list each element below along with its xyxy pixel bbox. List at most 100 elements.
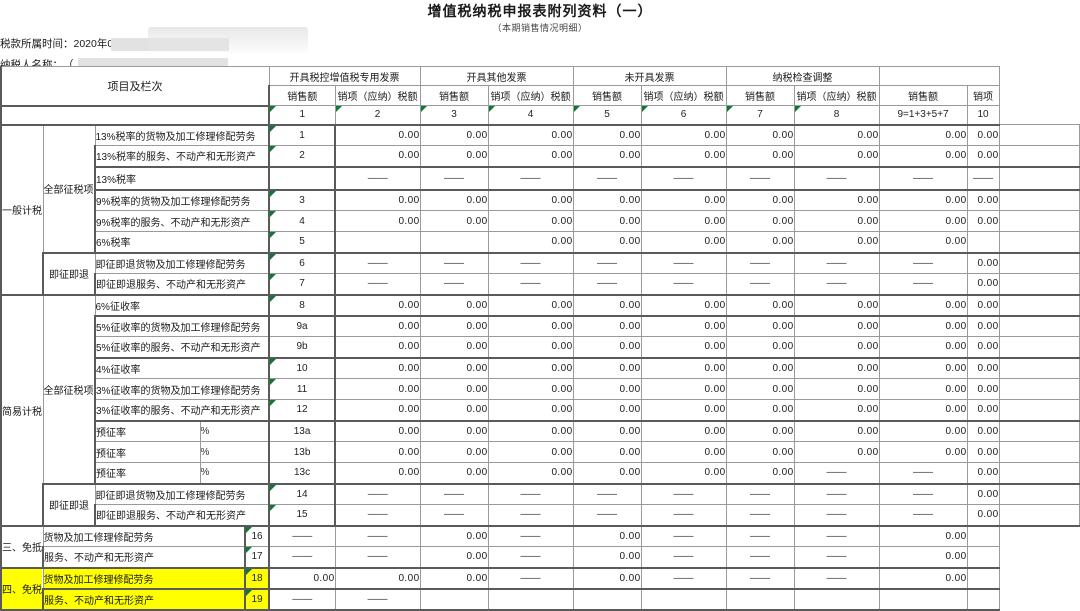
cell-r10-c7[interactable]: 0.00 <box>793 357 880 379</box>
cell-r19-c3[interactable] <box>419 588 489 611</box>
cell-r3-c5[interactable]: 0.00 <box>640 189 727 211</box>
cell-r11-c3[interactable]: 0.00 <box>487 378 574 400</box>
cell-r5-c4[interactable]: 0.00 <box>572 231 642 254</box>
cell-r2-c9[interactable]: —— <box>966 166 1000 191</box>
cell-r16-c10[interactable] <box>966 525 1000 547</box>
cell-r11-c1[interactable]: 0.00 <box>334 378 421 400</box>
cell-r18-c2[interactable]: 0.00 <box>334 567 421 590</box>
cell-r19-c7[interactable] <box>725 588 795 611</box>
cell-r7-c8[interactable]: —— <box>878 273 968 296</box>
cell-r13c-c2[interactable]: 0.00 <box>419 462 489 485</box>
cell-r13a-c9[interactable]: 0.00 <box>966 420 1000 442</box>
cell-r13b-c6[interactable]: 0.00 <box>725 441 795 463</box>
cell-r3-c4[interactable]: 0.00 <box>572 189 642 211</box>
cell-r14-c6[interactable]: —— <box>725 483 795 505</box>
cell-r9b-c4[interactable]: 0.00 <box>572 336 642 359</box>
cell-r4-c1[interactable]: 0.00 <box>334 210 421 232</box>
cell-r6-c8[interactable]: —— <box>878 252 968 274</box>
cell-r18-c5[interactable]: 0.00 <box>572 567 642 590</box>
cell-r14-c8[interactable]: —— <box>878 483 968 505</box>
cell-r5-c9[interactable] <box>966 231 1000 254</box>
cell-r19-c5[interactable] <box>572 588 642 611</box>
cell-r2-c10[interactable] <box>998 145 1080 168</box>
cell-r13a-c1[interactable]: 0.00 <box>334 420 421 442</box>
cell-r5-c8[interactable]: 0.00 <box>878 231 968 254</box>
cell-r1-c7[interactable]: 0.00 <box>793 124 880 146</box>
cell-r13b-c3[interactable]: 0.00 <box>487 441 574 463</box>
cell-r18-c8[interactable]: —— <box>793 567 880 590</box>
cell-r9a-c5[interactable]: 0.00 <box>640 315 727 337</box>
cell-r2-c4[interactable]: —— <box>572 166 642 191</box>
cell-r1-c6[interactable]: 0.00 <box>725 124 795 146</box>
cell-r10-c1[interactable]: 0.00 <box>334 357 421 379</box>
cell-r13b-c8[interactable]: 0.00 <box>878 441 968 463</box>
cell-r13c-c8[interactable]: —— <box>878 462 968 485</box>
cell-r15-c2[interactable]: —— <box>419 504 489 527</box>
cell-r2-c5[interactable]: —— <box>640 166 727 191</box>
cell-r17-c6[interactable]: —— <box>640 546 727 569</box>
cell-r12-c4[interactable]: 0.00 <box>572 399 642 422</box>
cell-r9b-c10[interactable] <box>998 336 1080 359</box>
cell-r9b-c9[interactable]: 0.00 <box>966 336 1000 359</box>
cell-r13c-c10[interactable] <box>998 462 1080 485</box>
cell-r4-c2[interactable]: 0.00 <box>419 210 489 232</box>
cell-r9a-c8[interactable]: 0.00 <box>878 315 968 337</box>
cell-r4-c5[interactable]: 0.00 <box>640 210 727 232</box>
cell-r13a-c5[interactable]: 0.00 <box>640 420 727 442</box>
cell-r12-c10[interactable] <box>998 399 1080 422</box>
cell-r8-c2[interactable]: 0.00 <box>419 294 489 317</box>
cell-r12-c2[interactable]: 0.00 <box>419 399 489 422</box>
cell-r3-c8[interactable]: 0.00 <box>878 189 968 211</box>
cell-r2-c8[interactable]: 0.00 <box>878 145 968 168</box>
cell-r15-c1[interactable]: —— <box>334 504 421 527</box>
cell-r9b-c2[interactable]: 0.00 <box>419 336 489 359</box>
cell-r10-c2[interactable]: 0.00 <box>419 357 489 379</box>
cell-r5-c6[interactable]: 0.00 <box>725 231 795 254</box>
cell-r13a-c4[interactable]: 0.00 <box>572 420 642 442</box>
cell-r19-c8[interactable] <box>793 588 880 611</box>
cell-r13c-c6[interactable]: 0.00 <box>725 462 795 485</box>
cell-r18-c3[interactable]: 0.00 <box>419 567 489 590</box>
cell-r19-c1[interactable]: —— <box>268 588 336 611</box>
cell-r7-c9[interactable]: 0.00 <box>966 273 1000 296</box>
cell-r17-c3[interactable]: 0.00 <box>419 546 489 569</box>
cell-r7-c7[interactable]: —— <box>793 273 880 296</box>
cell-r1-c3[interactable]: 0.00 <box>487 124 574 146</box>
cell-r4-c10[interactable] <box>998 210 1080 232</box>
cell-r2-c3[interactable]: 0.00 <box>487 145 574 168</box>
cell-r1-c8[interactable]: 0.00 <box>878 124 968 146</box>
cell-r5-c10[interactable] <box>998 231 1080 254</box>
cell-r13a-c3[interactable]: 0.00 <box>487 420 574 442</box>
cell-r13a-c7[interactable]: 0.00 <box>793 420 880 442</box>
cell-r16-c6[interactable]: —— <box>640 525 727 547</box>
cell-r12-c8[interactable]: 0.00 <box>878 399 968 422</box>
cell-r18-c6[interactable]: —— <box>640 567 727 590</box>
cell-r1-c9[interactable]: 0.00 <box>966 124 1000 146</box>
cell-r13b-c4[interactable]: 0.00 <box>572 441 642 463</box>
cell-r13a-c2[interactable]: 0.00 <box>419 420 489 442</box>
cell-r13c-c7[interactable]: —— <box>793 462 880 485</box>
cell-r11-c9[interactable]: 0.00 <box>966 378 1000 400</box>
cell-r13b-c1[interactable]: 0.00 <box>334 441 421 463</box>
cell-r13b-c9[interactable]: 0.00 <box>966 441 1000 463</box>
cell-r19-c6[interactable] <box>640 588 727 611</box>
cell-r13c-c5[interactable]: 0.00 <box>640 462 727 485</box>
cell-r9a-c3[interactable]: 0.00 <box>487 315 574 337</box>
cell-r8-c4[interactable]: 0.00 <box>572 294 642 317</box>
cell-r10-c3[interactable]: 0.00 <box>487 357 574 379</box>
cell-r15-c10[interactable] <box>998 504 1080 527</box>
cell-r16-c7[interactable]: —— <box>725 525 795 547</box>
cell-r6-c4[interactable]: —— <box>572 252 642 274</box>
cell-r11-c6[interactable]: 0.00 <box>725 378 795 400</box>
cell-r8-c9[interactable]: 0.00 <box>966 294 1000 317</box>
cell-r15-c5[interactable]: —— <box>640 504 727 527</box>
cell-r9a-c9[interactable]: 0.00 <box>966 315 1000 337</box>
cell-r3-c9[interactable]: 0.00 <box>966 189 1000 211</box>
cell-r4-c7[interactable]: 0.00 <box>793 210 880 232</box>
cell-r8-c10[interactable] <box>998 294 1080 317</box>
cell-r9b-c8[interactable]: 0.00 <box>878 336 968 359</box>
cell-r6-c3[interactable]: —— <box>487 252 574 274</box>
cell-r14-c1[interactable]: —— <box>334 483 421 505</box>
cell-r8-c3[interactable]: 0.00 <box>487 294 574 317</box>
cell-r2-c4[interactable]: 0.00 <box>572 145 642 168</box>
